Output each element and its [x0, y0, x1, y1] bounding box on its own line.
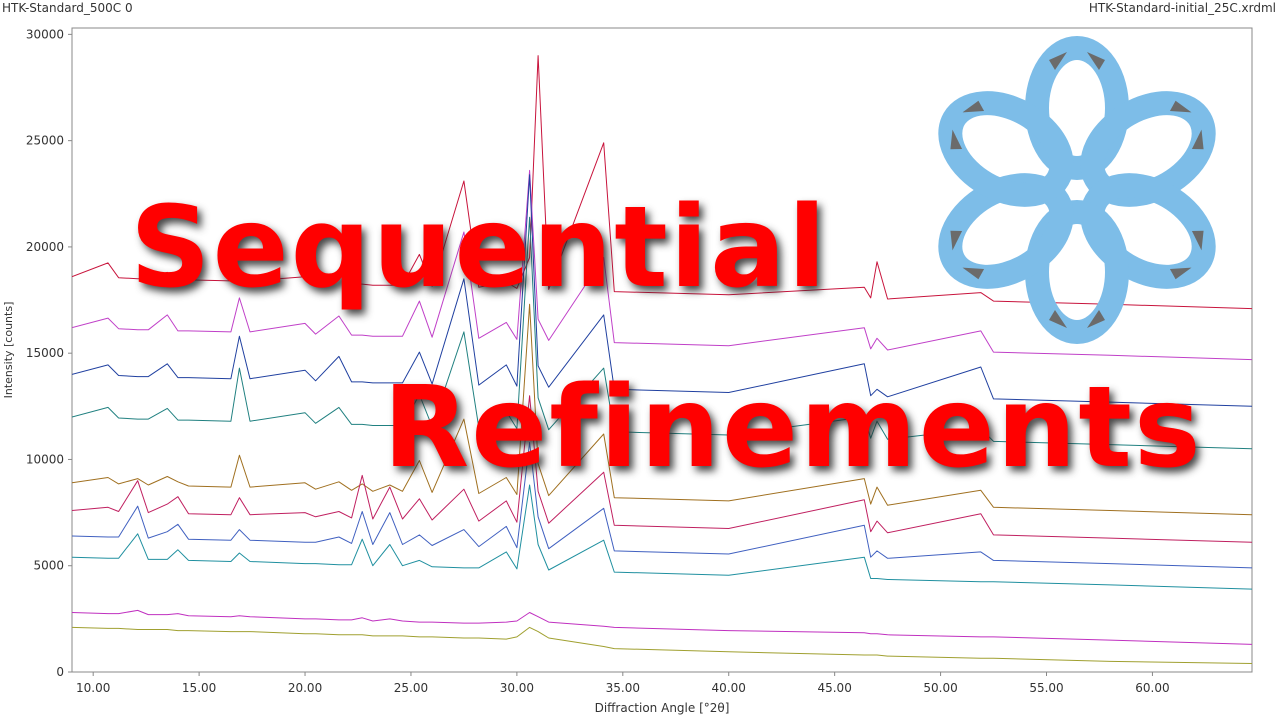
- header-left: HTK-Standard_500C 0: [2, 1, 133, 15]
- x-tick-label: 25.00: [394, 681, 428, 695]
- series-line: [72, 626, 1252, 664]
- series-line: [72, 55, 1252, 310]
- series-line: [72, 442, 1252, 569]
- x-tick-label: 15.00: [182, 681, 216, 695]
- x-tick-label: 30.00: [500, 681, 534, 695]
- series-line: [72, 395, 1252, 543]
- y-tick-label: 10000: [26, 452, 64, 466]
- series-group: [72, 55, 1252, 664]
- series-line: [72, 484, 1252, 590]
- header-right: HTK-Standard-initial_25C.xrdml: [1088, 1, 1276, 15]
- x-tick-label: 45.00: [817, 681, 851, 695]
- series-line: [72, 216, 1252, 450]
- series-line: [72, 169, 1252, 361]
- y-tick-label: 30000: [26, 27, 64, 41]
- y-tick-label: 20000: [26, 240, 64, 254]
- x-tick-label: 20.00: [288, 681, 322, 695]
- logo: [938, 36, 1216, 344]
- y-tick-label: 5000: [33, 559, 64, 573]
- x-tick-label: 10.00: [76, 681, 110, 695]
- overlay-title-line2: Refinements: [383, 363, 1203, 493]
- series-line: [72, 174, 1252, 407]
- y-axis-label: Intensity [counts]: [2, 302, 15, 399]
- x-tick-label: 55.00: [1029, 681, 1063, 695]
- x-tick-label: 60.00: [1135, 681, 1169, 695]
- y-tick-label: 15000: [26, 346, 64, 360]
- series-line: [72, 303, 1252, 516]
- x-tick-label: 35.00: [606, 681, 640, 695]
- y-tick-label: 0: [56, 665, 64, 679]
- y-tick-label: 25000: [26, 134, 64, 148]
- x-axis-label: Diffraction Angle [°2θ]: [595, 701, 730, 715]
- x-tick-label: 40.00: [712, 681, 746, 695]
- series-line: [72, 609, 1252, 645]
- plot-frame: [71, 27, 1253, 673]
- overlay-title-line1: Sequential: [130, 183, 829, 313]
- x-tick-label: 50.00: [923, 681, 957, 695]
